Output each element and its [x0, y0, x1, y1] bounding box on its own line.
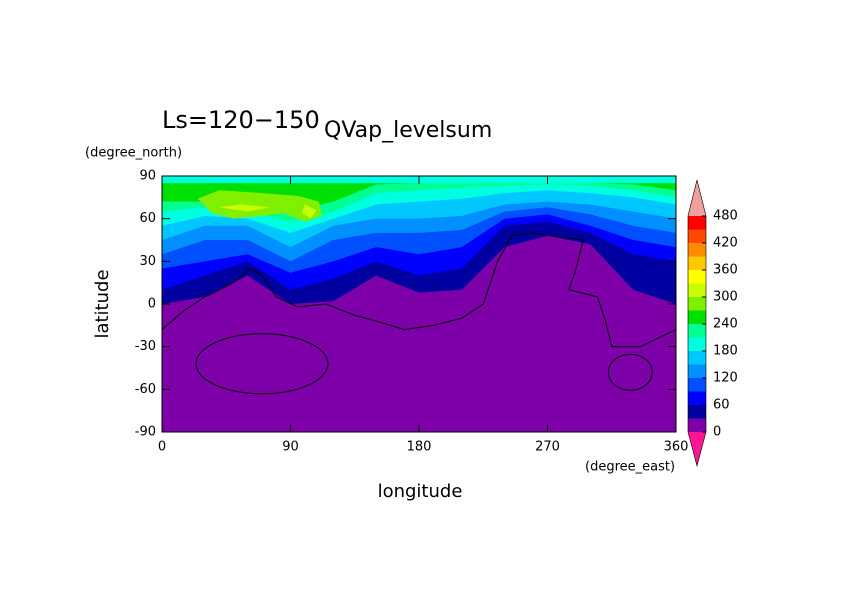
colorbar-segment	[688, 378, 706, 392]
field	[161, 176, 677, 432]
x-tick-label: 180	[407, 440, 432, 455]
colorbar-segment	[688, 391, 706, 405]
colorbar-segment	[688, 243, 706, 257]
colorbar-segment	[688, 337, 706, 351]
colorbar-over	[688, 180, 706, 216]
y-tick-label: -60	[135, 382, 156, 397]
colorbar-segment	[688, 364, 706, 378]
colorbar-segment	[688, 283, 706, 297]
colorbar-tick-label: 0	[713, 425, 721, 440]
colorbar-segment	[688, 418, 706, 432]
colorbar-tick-label: 360	[713, 263, 738, 278]
chart-subtitle: QVap_levelsum	[324, 118, 492, 143]
colorbar-segment	[688, 310, 706, 324]
colorbar-segment	[688, 405, 706, 419]
topography-line	[161, 232, 677, 348]
x-tick-label: 90	[282, 440, 299, 455]
chart-title: Ls=120−150	[162, 106, 320, 134]
colorbar-under	[688, 432, 706, 466]
colorbar-segment	[688, 216, 706, 230]
y-tick-label: -30	[135, 339, 156, 354]
colorbar-tick-label: 180	[713, 344, 738, 359]
colorbar-tick-label: 240	[713, 317, 738, 332]
x-tick-label: 0	[158, 440, 166, 455]
y-axis-label: latitude	[92, 269, 113, 338]
topography-line	[195, 333, 329, 395]
colorbar-tick-label: 420	[713, 236, 738, 251]
topography-line	[607, 353, 653, 391]
contour-fill	[219, 204, 270, 212]
y-tick-label: 90	[139, 169, 156, 184]
colorbar-segment	[688, 324, 706, 338]
x-tick-label: 360	[664, 440, 689, 455]
y-tick-label: 30	[139, 254, 156, 269]
colorbar-tick-label: 300	[713, 290, 738, 305]
contour-fill	[197, 190, 322, 222]
y-unit: (degree_north)	[85, 146, 182, 161]
y-tick-label: -90	[135, 425, 156, 440]
y-tick-label: 60	[139, 211, 156, 226]
colorbar-tick-label: 120	[713, 371, 738, 386]
x-axis-label: longitude	[378, 481, 463, 502]
colorbar-segment	[688, 351, 706, 365]
y-tick-label: 0	[148, 297, 156, 312]
colorbar-tick-label: 480	[713, 209, 738, 224]
colorbar-segment	[688, 256, 706, 270]
colorbar-segment	[688, 229, 706, 243]
colorbar-segment	[688, 270, 706, 284]
colorbar-tick-label: 60	[713, 398, 730, 413]
colorbar-segment	[688, 297, 706, 311]
x-unit: (degree_east)	[585, 460, 675, 475]
x-tick-label: 270	[535, 440, 560, 455]
contour-fill	[301, 204, 317, 219]
